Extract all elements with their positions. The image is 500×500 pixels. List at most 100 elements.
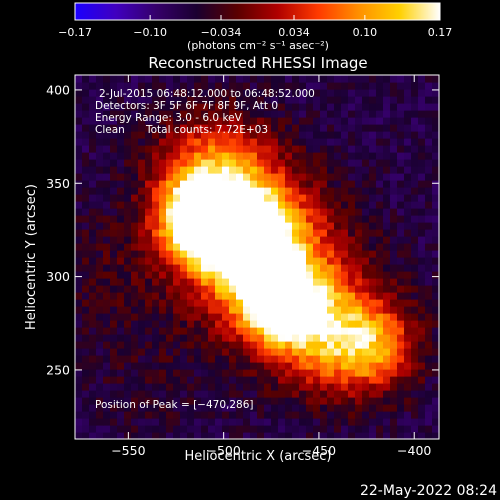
heatmap-cell (117, 250, 125, 258)
heatmap-cell (159, 187, 167, 195)
heatmap-cell (229, 187, 237, 195)
heatmap-cell (187, 334, 195, 342)
heatmap-cell (271, 138, 279, 146)
heatmap-cell (159, 152, 167, 160)
heatmap-cell (278, 313, 286, 321)
heatmap-cell (187, 124, 195, 132)
heatmap-cell (96, 299, 104, 307)
heatmap-cell (215, 425, 223, 433)
heatmap-cell (138, 306, 146, 314)
heatmap-cell (250, 404, 258, 412)
heatmap-cell (320, 89, 328, 97)
heatmap-cell (159, 306, 167, 314)
heatmap-cell (334, 243, 342, 251)
heatmap-cell (75, 362, 83, 370)
heatmap-cell (222, 152, 230, 160)
heatmap-cell (341, 96, 349, 104)
heatmap-cell (418, 250, 426, 258)
heatmap-cell (341, 432, 349, 440)
heatmap-cell (75, 425, 83, 433)
heatmap-cell (229, 404, 237, 412)
heatmap-cell (327, 89, 335, 97)
heatmap-cell (320, 117, 328, 125)
heatmap-cell (397, 250, 405, 258)
heatmap-cell (264, 299, 272, 307)
heatmap-cell (201, 89, 209, 97)
heatmap-cell (117, 180, 125, 188)
heatmap-cell (201, 236, 209, 244)
heatmap-cell (215, 145, 223, 153)
heatmap-cell (243, 124, 251, 132)
heatmap-cell (82, 110, 90, 118)
heatmap-cell (334, 145, 342, 153)
heatmap-cell (432, 411, 440, 419)
heatmap-cell (103, 131, 111, 139)
heatmap-cell (138, 201, 146, 209)
heatmap-cell (194, 215, 202, 223)
heatmap-cell (341, 110, 349, 118)
heatmap-cell (103, 334, 111, 342)
heatmap-cell (299, 418, 307, 426)
heatmap-cell (306, 299, 314, 307)
heatmap-cell (166, 124, 174, 132)
heatmap-cell (110, 369, 118, 377)
heatmap-cell (383, 173, 391, 181)
heatmap-cell (320, 432, 328, 440)
heatmap-cell (131, 341, 139, 349)
heatmap-cell (404, 89, 412, 97)
heatmap-cell (271, 299, 279, 307)
heatmap-cell (194, 404, 202, 412)
heatmap-cell (355, 166, 363, 174)
heatmap-cell (138, 145, 146, 153)
heatmap-cell (89, 425, 97, 433)
heatmap-cell (320, 390, 328, 398)
heatmap-cell (75, 418, 83, 426)
heatmap-cell (103, 159, 111, 167)
heatmap-cell (327, 124, 335, 132)
heatmap-cell (271, 75, 279, 83)
heatmap-cell (89, 334, 97, 342)
heatmap-cell (313, 75, 321, 83)
heatmap-cell (327, 96, 335, 104)
heatmap-cell (117, 411, 125, 419)
heatmap-cell (222, 306, 230, 314)
heatmap-cell (250, 257, 258, 265)
heatmap-cell (75, 243, 83, 251)
heatmap-cell (82, 222, 90, 230)
heatmap-cell (411, 187, 419, 195)
heatmap-cell (145, 348, 153, 356)
heatmap-cell (159, 355, 167, 363)
heatmap-cell (271, 124, 279, 132)
heatmap-cell (117, 292, 125, 300)
heatmap-cell (152, 257, 160, 265)
heatmap-cell (201, 82, 209, 90)
heatmap-cell (208, 299, 216, 307)
heatmap-cell (229, 383, 237, 391)
heatmap-cell (327, 103, 335, 111)
heatmap-cell (432, 243, 440, 251)
heatmap-cell (159, 334, 167, 342)
heatmap-cell (194, 208, 202, 216)
heatmap-cell (250, 208, 258, 216)
heatmap-cell (418, 166, 426, 174)
heatmap-cell (362, 355, 370, 363)
heatmap-cell (411, 348, 419, 356)
heatmap-cell (236, 89, 244, 97)
heatmap-cell (166, 250, 174, 258)
heatmap-cell (299, 320, 307, 328)
heatmap-cell (89, 194, 97, 202)
heatmap-cell (166, 432, 174, 440)
heatmap-cell (180, 313, 188, 321)
heatmap-cell (236, 82, 244, 90)
heatmap-cell (194, 110, 202, 118)
heatmap-cell (355, 229, 363, 237)
annotation-energy: Energy Range: 3.0 - 6.0 keV (95, 112, 243, 124)
heatmap-cell (103, 236, 111, 244)
heatmap-cell (194, 243, 202, 251)
heatmap-cell (243, 201, 251, 209)
heatmap-cell (194, 180, 202, 188)
heatmap-cell (96, 327, 104, 335)
heatmap-cell (327, 180, 335, 188)
heatmap-cell (383, 320, 391, 328)
heatmap-cell (397, 313, 405, 321)
